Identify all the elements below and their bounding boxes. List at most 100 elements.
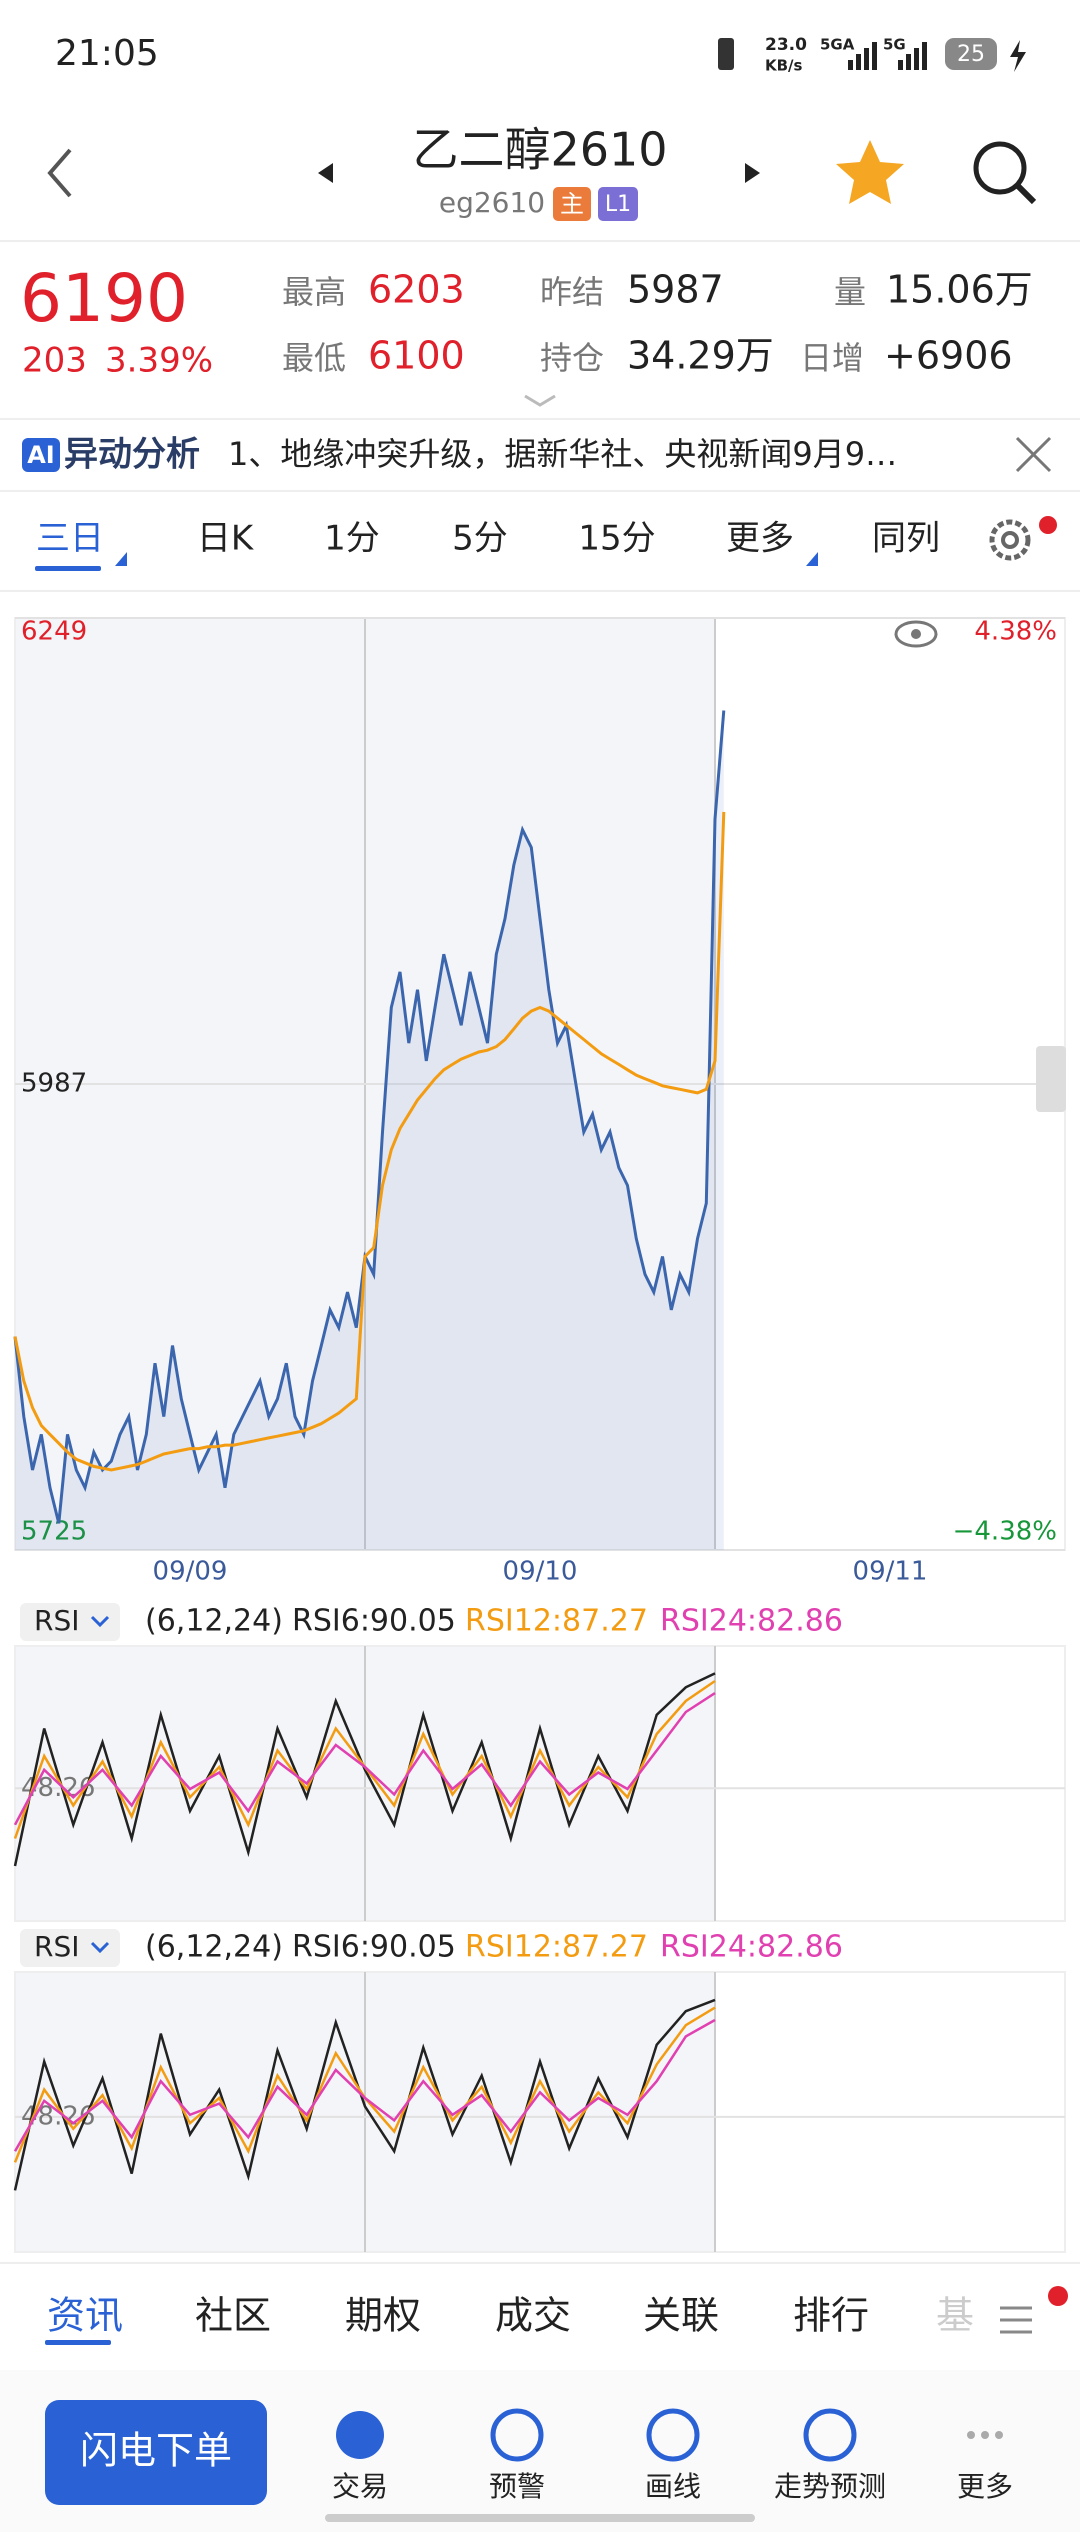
- net-unit: KB/s: [765, 57, 803, 75]
- close-news[interactable]: [1015, 436, 1052, 473]
- rsi-line: [13, 1672, 716, 1867]
- indicator-dropdown: [90, 1941, 110, 1954]
- order-button[interactable]: [45, 2400, 267, 2505]
- signal-label: 5GA: [820, 36, 855, 54]
- indicator-dropdown: [90, 1615, 110, 1628]
- next-contract[interactable]: [745, 163, 760, 183]
- field-value: 5987: [627, 268, 724, 312]
- signal-bars: [898, 42, 927, 70]
- badge-main: 主: [560, 190, 584, 218]
- field-value: 15.06万: [886, 268, 1033, 312]
- expand-toggle[interactable]: [524, 394, 556, 407]
- legend-entry: RSI6:90.05: [292, 1604, 456, 1639]
- battery-level: 25: [957, 42, 985, 67]
- period-tab[interactable]: 三日: [36, 519, 104, 559]
- news-text[interactable]: 1、地缘冲突升级，据新华社、央视新闻9月9…: [228, 435, 897, 473]
- x-tick-label: 09/09: [153, 1557, 228, 1587]
- field-label: 最低: [282, 339, 346, 377]
- charging-icon: [1010, 40, 1026, 72]
- battery: [945, 38, 997, 70]
- field-value: 6100: [368, 334, 465, 378]
- legend-entry: RSI12:87.27: [465, 1604, 648, 1639]
- toolbar-item[interactable]: 更多: [957, 2431, 1013, 2503]
- indicator-selector[interactable]: [20, 1603, 120, 1641]
- period-tab[interactable]: 5分: [452, 519, 508, 559]
- ai-logo: [22, 438, 60, 472]
- y-tick-label: 5987: [21, 1069, 87, 1099]
- indicator-selector[interactable]: [20, 1929, 120, 1967]
- period-tab[interactable]: 同列: [872, 519, 940, 559]
- toolbar-item[interactable]: 预警: [489, 2408, 545, 2503]
- rsi-line: [13, 1692, 716, 1826]
- last-price: 6190: [20, 260, 188, 337]
- home-indicator: [325, 2514, 755, 2522]
- indicator-params: (6,12,24): [145, 1604, 283, 1639]
- rsi-line: [13, 1998, 716, 2191]
- legend-entry: RSI24:82.86: [660, 1604, 843, 1639]
- y2-tick-label: 4.38%: [974, 617, 1057, 647]
- prev-contract[interactable]: [318, 163, 333, 183]
- divider: [0, 418, 1080, 420]
- bottom-tab[interactable]: 基: [936, 2294, 974, 2338]
- price-change-pct: 3.39%: [105, 341, 213, 381]
- menu-button[interactable]: [1000, 2306, 1032, 2334]
- toolbar-item[interactable]: 画线: [645, 2408, 701, 2503]
- rsi-line: [13, 2018, 716, 2152]
- notify-dot: [1039, 516, 1057, 534]
- field-label: 持仓: [540, 339, 604, 377]
- net-speed: 23.0: [765, 35, 807, 55]
- tab-underline: [35, 566, 101, 571]
- period-tab[interactable]: 更多: [726, 519, 794, 559]
- y-tick-label: 6249: [21, 617, 87, 647]
- bottom-tab[interactable]: 资讯: [47, 2294, 123, 2338]
- bottom-tab[interactable]: 社区: [195, 2294, 271, 2338]
- legend-entry: RSI24:82.86: [660, 1930, 843, 1965]
- field-value: +6906: [884, 334, 1013, 378]
- divider: [0, 2262, 1080, 2264]
- bottom-tab[interactable]: 关联: [643, 2294, 719, 2338]
- settings-button[interactable]: [989, 519, 1031, 561]
- side-handle[interactable]: [1036, 1046, 1066, 1112]
- toolbar-item[interactable]: 走势预测: [774, 2408, 886, 2503]
- contract-code: eg2610: [439, 186, 545, 219]
- favorite-button[interactable]: [836, 140, 904, 204]
- period-tab[interactable]: 日K: [197, 519, 255, 559]
- signal-bars: [848, 42, 877, 70]
- tab-underline: [45, 2340, 111, 2345]
- badge: [553, 187, 591, 221]
- field-value: 34.29万: [627, 334, 774, 378]
- back-button[interactable]: [47, 148, 72, 198]
- toolbar-icon: [995, 2431, 1003, 2439]
- toolbar-label: 交易: [332, 2470, 388, 2503]
- indicator-params: (6,12,24): [145, 1930, 283, 1965]
- divider: [0, 590, 1080, 592]
- field-label: 量: [834, 273, 866, 311]
- price-line: [13, 710, 726, 1524]
- period-tab[interactable]: 15分: [578, 519, 655, 559]
- indicator-name: RSI: [34, 1930, 80, 1963]
- field-label: 日增: [800, 339, 864, 377]
- field-label: 最高: [282, 273, 346, 311]
- badge-level: L1: [605, 192, 631, 217]
- ai-logo-text: AI: [27, 441, 55, 469]
- vibrate-icon: [718, 38, 734, 70]
- x-tick-label: 09/11: [853, 1557, 928, 1587]
- y-tick-label: 5725: [21, 1517, 87, 1547]
- bottom-tab[interactable]: 排行: [793, 2294, 869, 2338]
- legend-entry: RSI6:90.05: [292, 1930, 456, 1965]
- legend-entry: RSI12:87.27: [465, 1930, 648, 1965]
- notify-dot: [1048, 2286, 1068, 2306]
- search-button[interactable]: [973, 141, 1037, 205]
- toolbar-item[interactable]: 交易: [332, 2411, 388, 2503]
- visibility-toggle[interactable]: [894, 620, 938, 648]
- toolbar-label: 画线: [645, 2470, 701, 2503]
- signal-label: 5G: [883, 36, 906, 54]
- bottom-tab[interactable]: 期权: [345, 2294, 421, 2338]
- period-tab[interactable]: 1分: [324, 519, 380, 559]
- news-tag: 异动分析: [64, 435, 200, 475]
- tab-dropdown: [115, 552, 127, 566]
- toolbar-icon: [803, 2408, 857, 2462]
- bottom-tab[interactable]: 成交: [495, 2294, 571, 2338]
